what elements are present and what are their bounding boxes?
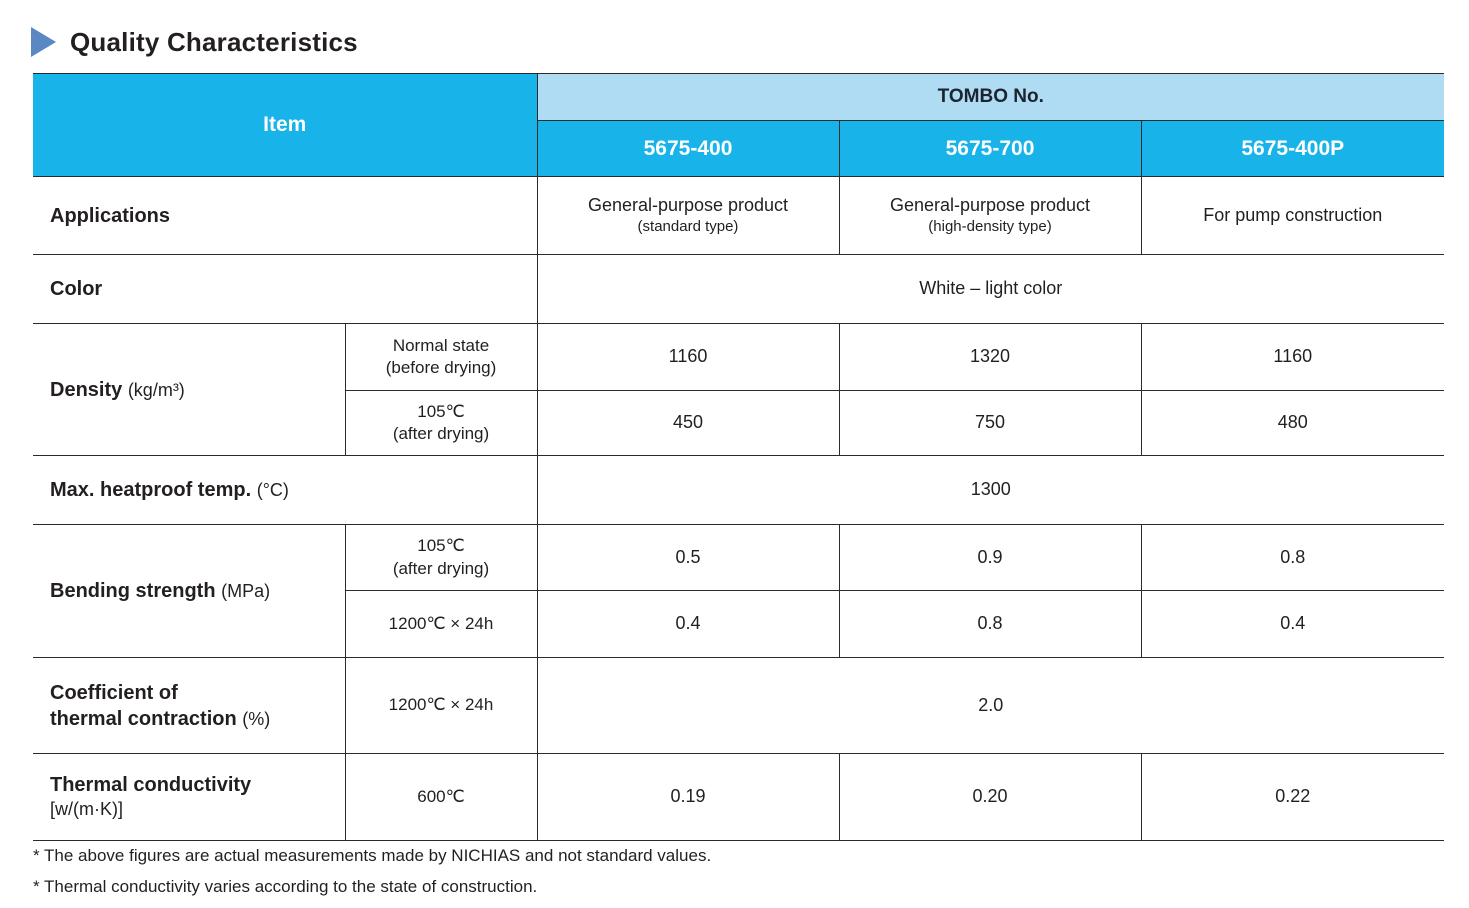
density-dried-condition: 105℃ (after drying) <box>344 390 537 456</box>
applications-value-2: General-purpose product (high-density ty… <box>838 176 1141 255</box>
applications-value-1: General-purpose product (standard type) <box>536 176 839 255</box>
label-coefficient-line1: Coefficient of <box>50 681 178 704</box>
thermal-value-2: 0.20 <box>838 753 1141 841</box>
density-normal-value-2: 1320 <box>838 323 1141 391</box>
bending-1200-value-3: 0.4 <box>1140 590 1445 658</box>
density-dried-value-1: 450 <box>536 390 839 456</box>
footnote-thermal-conductivity: * Thermal conductivity varies according … <box>33 877 538 896</box>
density-normal-condition: Normal state (before drying) <box>344 323 537 391</box>
section-title-row: Quality Characteristics <box>0 0 1469 62</box>
bending-dried-value-3: 0.8 <box>1140 524 1445 591</box>
row-bending-dried: Bending strength (MPa) 105℃ (after dryin… <box>33 524 1445 658</box>
applications-main: For pump construction <box>1203 204 1383 225</box>
bending-dried-value-2: 0.9 <box>838 524 1141 591</box>
header-code-5675-400P: 5675-400P <box>1140 120 1445 177</box>
condition-line1: Normal state <box>392 335 490 355</box>
bending-1200-condition: 1200℃ × 24h <box>344 590 537 658</box>
coefficient-value: 2.0 <box>536 657 1445 754</box>
label-max-heatproof: Max. heatproof temp. (°C) <box>33 455 537 525</box>
label-applications: Applications <box>33 176 537 255</box>
quality-characteristics-table: Item TOMBO No. 5675-400 5675-700 5675-40… <box>33 73 1445 841</box>
label-bending: Bending strength (MPa) <box>33 524 345 658</box>
applications-main: General-purpose product <box>889 195 1091 216</box>
bending-1200-value-2: 0.8 <box>838 590 1141 658</box>
bending-dried-condition: 105℃ (after drying) <box>344 524 537 591</box>
condition-line1: 105℃ <box>417 536 465 556</box>
label-coefficient-line2: thermal contraction (%) <box>50 706 345 732</box>
page-title: Quality Characteristics <box>70 26 358 57</box>
row-density-normal: Density (kg/m³) Normal state (before dry… <box>33 323 1445 456</box>
label-max-heatproof-bold: Max. heatproof temp. <box>50 479 252 501</box>
row-color: Color White – light color <box>33 254 1445 324</box>
title-arrow-icon <box>31 27 56 57</box>
label-thermal-conductivity: Thermal conductivity [w/(m·K)] <box>33 753 345 841</box>
header-code-5675-400: 5675-400 <box>536 120 839 177</box>
applications-value-3: For pump construction <box>1140 176 1445 255</box>
bending-dried-value-1: 0.5 <box>536 524 839 591</box>
condition-line1: 1200℃ × 24h <box>388 613 494 633</box>
thermal-value-1: 0.19 <box>536 753 839 841</box>
label-bending-bold: Bending strength <box>50 580 216 602</box>
label-coefficient-unit: (%) <box>242 708 271 729</box>
label-color: Color <box>33 254 537 324</box>
header-item: Item <box>33 73 537 177</box>
row-coefficient: Coefficient of thermal contraction (%) 1… <box>33 657 1445 754</box>
table-header-row-tombo: Item TOMBO No. <box>33 73 1445 177</box>
density-dried-value-2: 750 <box>838 390 1141 456</box>
applications-sub: (high-density type) <box>928 218 1052 236</box>
label-coefficient: Coefficient of thermal contraction (%) <box>33 657 345 754</box>
row-max-heatproof: Max. heatproof temp. (°C) 1300 <box>33 455 1445 525</box>
applications-sub: (standard type) <box>637 218 739 236</box>
condition-line1: 105℃ <box>417 401 465 421</box>
label-density: Density (kg/m³) <box>33 323 345 456</box>
footnotes: * The above figures are actual measureme… <box>33 840 711 902</box>
label-thermal-bold: Thermal conductivity <box>50 774 252 797</box>
condition-line2: (after drying) <box>392 558 490 578</box>
header-tombo-no: TOMBO No. <box>536 73 1445 121</box>
label-bending-unit: (MPa) <box>221 581 271 601</box>
row-thermal-conductivity: Thermal conductivity [w/(m·K)] 600℃ 0.19… <box>33 753 1445 841</box>
density-normal-value-3: 1160 <box>1140 323 1445 391</box>
coefficient-condition: 1200℃ × 24h <box>344 657 537 754</box>
label-coefficient-line2-bold: thermal contraction <box>50 707 237 730</box>
table-header-row-codes: 5675-400 5675-700 5675-400P <box>33 120 1445 177</box>
row-density-dried: 105℃ (after drying) 450 750 480 <box>33 390 1445 456</box>
condition-line2: (before drying) <box>385 358 497 377</box>
condition-line2: (after drying) <box>392 424 490 443</box>
row-applications: Applications General-purpose product (st… <box>33 176 1445 255</box>
thermal-condition: 600℃ <box>344 753 537 841</box>
row-bending-1200: 1200℃ × 24h 0.4 0.8 0.4 <box>33 590 1445 658</box>
color-value: White – light color <box>536 254 1445 324</box>
header-code-5675-700: 5675-700 <box>838 120 1141 177</box>
footnote-measurements: * The above figures are actual measureme… <box>33 846 712 865</box>
label-max-heatproof-unit: (°C) <box>256 480 289 500</box>
label-density-unit: (kg/m³) <box>127 379 185 400</box>
applications-main: General-purpose product <box>587 195 789 216</box>
label-density-bold: Density <box>50 378 123 401</box>
density-normal-value-1: 1160 <box>536 323 839 391</box>
label-thermal-unit: [w/(m·K)] <box>50 799 123 820</box>
thermal-value-3: 0.22 <box>1140 753 1445 841</box>
max-heatproof-value: 1300 <box>536 455 1445 525</box>
density-dried-value-3: 480 <box>1140 390 1445 456</box>
bending-1200-value-1: 0.4 <box>536 590 839 658</box>
